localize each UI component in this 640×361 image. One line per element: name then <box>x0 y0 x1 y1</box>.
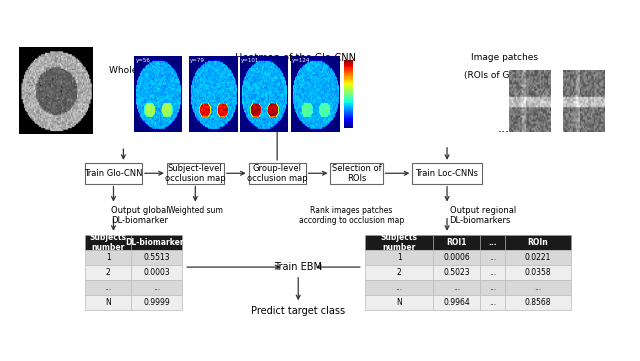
FancyBboxPatch shape <box>481 280 505 295</box>
FancyBboxPatch shape <box>249 163 306 184</box>
Text: Whole brain GM: Whole brain GM <box>109 66 180 75</box>
FancyBboxPatch shape <box>167 163 224 184</box>
Text: 1: 1 <box>106 253 111 262</box>
Text: N: N <box>106 298 111 307</box>
Text: ...: ... <box>489 268 497 277</box>
FancyBboxPatch shape <box>433 295 481 310</box>
Text: Group-level
occlusion map: Group-level occlusion map <box>247 164 307 183</box>
FancyBboxPatch shape <box>412 163 482 184</box>
Text: 0.0006: 0.0006 <box>444 253 470 262</box>
FancyBboxPatch shape <box>131 250 182 265</box>
FancyBboxPatch shape <box>365 235 433 250</box>
FancyBboxPatch shape <box>365 280 433 295</box>
FancyBboxPatch shape <box>481 295 505 310</box>
Text: y=101: y=101 <box>241 58 259 63</box>
FancyBboxPatch shape <box>131 295 182 310</box>
Text: (ROIs of Glo-CNN): (ROIs of Glo-CNN) <box>464 71 544 80</box>
Text: ...: ... <box>488 238 497 247</box>
FancyBboxPatch shape <box>85 235 131 250</box>
Text: ...: ... <box>153 283 160 292</box>
Text: ...: ... <box>489 253 497 262</box>
Text: Output global
DL-biomarker: Output global DL-biomarker <box>111 206 168 225</box>
Text: N: N <box>396 298 402 307</box>
FancyBboxPatch shape <box>433 280 481 295</box>
Text: 0.8568: 0.8568 <box>525 298 551 307</box>
Text: 0.0003: 0.0003 <box>143 268 170 277</box>
FancyBboxPatch shape <box>433 265 481 280</box>
FancyBboxPatch shape <box>85 265 131 280</box>
Text: Selection of
ROIs: Selection of ROIs <box>332 164 381 183</box>
Text: Train Loc-CNNs: Train Loc-CNNs <box>415 169 479 178</box>
Text: Train EBM: Train EBM <box>275 262 323 272</box>
Text: ...: ... <box>498 122 510 135</box>
FancyBboxPatch shape <box>481 265 505 280</box>
FancyBboxPatch shape <box>131 280 182 295</box>
FancyBboxPatch shape <box>330 163 383 184</box>
Text: y=79: y=79 <box>189 58 205 63</box>
Text: 0.0221: 0.0221 <box>525 253 551 262</box>
FancyBboxPatch shape <box>365 250 433 265</box>
FancyBboxPatch shape <box>365 295 433 310</box>
Text: ...: ... <box>104 283 112 292</box>
FancyBboxPatch shape <box>505 280 571 295</box>
FancyBboxPatch shape <box>505 265 571 280</box>
Text: DL-biomarkers: DL-biomarkers <box>125 238 188 247</box>
Text: Subjects
number: Subjects number <box>381 233 418 252</box>
Text: Image patches: Image patches <box>470 53 538 62</box>
Text: 2: 2 <box>397 268 401 277</box>
Text: y=56: y=56 <box>136 58 150 63</box>
Text: Rank images patches
according to occlusion map: Rank images patches according to occlusi… <box>299 206 404 225</box>
Text: Subjects
number: Subjects number <box>90 233 127 252</box>
FancyBboxPatch shape <box>85 250 131 265</box>
FancyBboxPatch shape <box>131 265 182 280</box>
Text: 0.9999: 0.9999 <box>143 298 170 307</box>
Text: Output regional
DL-biomarkers: Output regional DL-biomarkers <box>449 206 516 225</box>
Text: ...: ... <box>453 283 460 292</box>
FancyBboxPatch shape <box>505 295 571 310</box>
Text: 0.0358: 0.0358 <box>525 268 552 277</box>
FancyBboxPatch shape <box>433 250 481 265</box>
FancyBboxPatch shape <box>131 235 182 250</box>
Text: 2: 2 <box>106 268 111 277</box>
Text: Weighted sum: Weighted sum <box>168 206 223 215</box>
FancyBboxPatch shape <box>505 250 571 265</box>
Text: Subject-level
occlusion map: Subject-level occlusion map <box>165 164 226 183</box>
Text: y=124: y=124 <box>292 58 310 63</box>
FancyBboxPatch shape <box>85 163 142 184</box>
Text: ...: ... <box>489 283 497 292</box>
Text: ...: ... <box>489 298 497 307</box>
FancyBboxPatch shape <box>85 295 131 310</box>
FancyBboxPatch shape <box>365 265 433 280</box>
FancyBboxPatch shape <box>85 280 131 295</box>
FancyBboxPatch shape <box>481 235 505 250</box>
Text: ROIn: ROIn <box>528 238 548 247</box>
FancyBboxPatch shape <box>481 250 505 265</box>
Text: 0.5023: 0.5023 <box>444 268 470 277</box>
Text: 1: 1 <box>397 253 401 262</box>
Text: Train Glo-CNN: Train Glo-CNN <box>84 169 143 178</box>
Text: Heatmap of the Glo-CNN: Heatmap of the Glo-CNN <box>236 53 356 63</box>
Text: 0.5513: 0.5513 <box>143 253 170 262</box>
FancyBboxPatch shape <box>433 235 481 250</box>
Text: ROI1: ROI1 <box>447 238 467 247</box>
Text: 0.9964: 0.9964 <box>444 298 470 307</box>
Text: ...: ... <box>534 283 541 292</box>
Text: Predict target class: Predict target class <box>251 306 346 316</box>
Text: ...: ... <box>396 283 403 292</box>
FancyBboxPatch shape <box>505 235 571 250</box>
